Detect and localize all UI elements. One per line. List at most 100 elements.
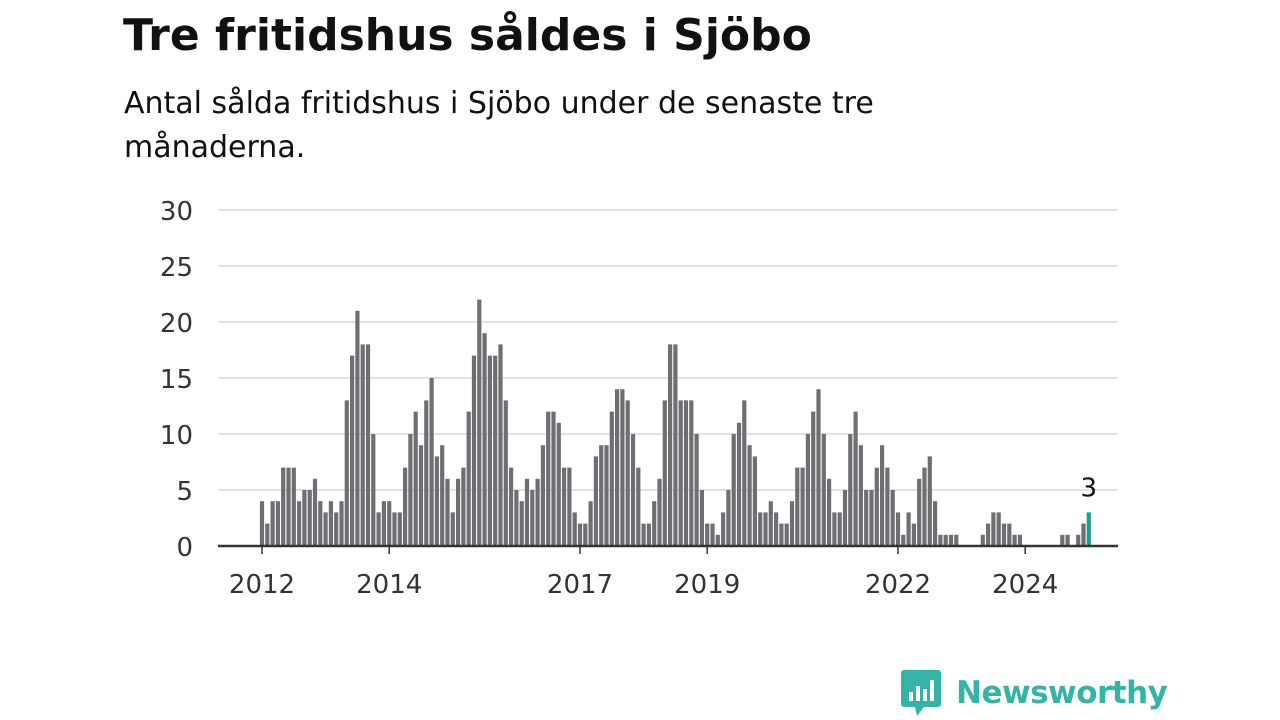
- bar: [890, 490, 895, 546]
- bar: [1076, 534, 1081, 546]
- bar: [567, 467, 572, 546]
- y-tick-label: 10: [160, 421, 193, 451]
- bar: [577, 523, 583, 546]
- bar: [742, 400, 747, 546]
- bar: [800, 467, 805, 546]
- bar: [880, 445, 885, 546]
- bar: [365, 344, 371, 546]
- bar: [1081, 523, 1086, 546]
- newsworthy-logo: Newsworthy: [900, 668, 1168, 718]
- bar: [493, 355, 498, 546]
- bar: [334, 512, 339, 546]
- bar: [593, 456, 598, 546]
- bar: [821, 434, 826, 546]
- bar: [588, 501, 593, 546]
- bar: [371, 434, 376, 546]
- bar: [604, 445, 609, 546]
- newsworthy-logo-icon: [901, 670, 941, 716]
- bar: [911, 523, 916, 546]
- bar: [275, 501, 280, 546]
- bar: [265, 523, 270, 546]
- x-tick-label: 2017: [547, 570, 613, 600]
- y-tick-label: 30: [160, 197, 193, 227]
- bar: [625, 400, 630, 546]
- bar: [297, 501, 302, 546]
- y-tick-label: 15: [160, 365, 193, 395]
- bar: [906, 512, 911, 546]
- bar: [498, 344, 503, 546]
- x-tick-label: 2014: [356, 570, 422, 600]
- bar: [466, 411, 471, 546]
- bar: [811, 411, 816, 546]
- y-tick-label: 20: [160, 309, 193, 339]
- bar: [721, 512, 726, 546]
- bar: [779, 523, 784, 546]
- bar: [392, 512, 397, 546]
- bar: [408, 434, 413, 546]
- bar: [784, 523, 789, 546]
- bar: [413, 411, 418, 546]
- bar: [445, 478, 450, 546]
- bar: [259, 501, 265, 546]
- bar: [562, 467, 567, 546]
- bar: [954, 534, 959, 546]
- bar: [758, 512, 763, 546]
- bar: [1001, 523, 1007, 546]
- bar: [418, 445, 424, 546]
- bar: [620, 389, 625, 546]
- bar: [848, 434, 853, 546]
- bar: [901, 534, 906, 546]
- x-tick-label: 2019: [674, 570, 740, 600]
- chart-subtitle: Antal sålda fritidshus i Sjöbo under de …: [124, 86, 874, 165]
- bar: [842, 490, 848, 546]
- bar: [524, 478, 530, 546]
- bar: [943, 534, 948, 546]
- newsworthy-logo-text: Newsworthy: [956, 675, 1168, 711]
- bar: [832, 512, 837, 546]
- bar: [291, 467, 296, 546]
- y-tick-label: 5: [176, 477, 193, 507]
- bar: [652, 501, 657, 546]
- bar: [694, 434, 699, 546]
- bar: [805, 434, 810, 546]
- bar: [403, 467, 408, 546]
- bar: [795, 467, 800, 546]
- y-tick-label: 0: [176, 533, 193, 563]
- bar: [530, 490, 535, 546]
- bar: [991, 512, 996, 546]
- bar: [450, 512, 455, 546]
- bar: [387, 501, 392, 546]
- bar: [318, 501, 323, 546]
- bar: [1007, 523, 1012, 546]
- bar: [683, 400, 689, 546]
- bar: [933, 501, 938, 546]
- bar: [302, 490, 307, 546]
- highlight-value-label: 3: [1081, 473, 1098, 503]
- bar: [350, 355, 355, 546]
- bar: [636, 467, 641, 546]
- bar: [615, 389, 620, 546]
- chart-title: Tre fritidshus såldes i Sjöbo: [123, 10, 812, 61]
- bar: [710, 523, 715, 546]
- bar: [858, 445, 863, 546]
- bar: [1060, 534, 1065, 546]
- bar: [599, 445, 604, 546]
- bar: [519, 501, 524, 546]
- bar: [689, 400, 694, 546]
- bar: [551, 411, 556, 546]
- x-tick-label: 2022: [865, 570, 931, 600]
- bar: [270, 501, 275, 546]
- bar: [609, 411, 614, 546]
- bar: [986, 523, 991, 546]
- bar: [699, 490, 704, 546]
- bar: [646, 523, 651, 546]
- bar: [996, 512, 1001, 546]
- bar: [673, 344, 678, 546]
- bar: [1012, 534, 1017, 546]
- y-tick-label: 25: [160, 253, 193, 283]
- bar: [509, 467, 514, 546]
- bar: [895, 512, 901, 546]
- bar: [535, 478, 540, 546]
- bar: [583, 523, 588, 546]
